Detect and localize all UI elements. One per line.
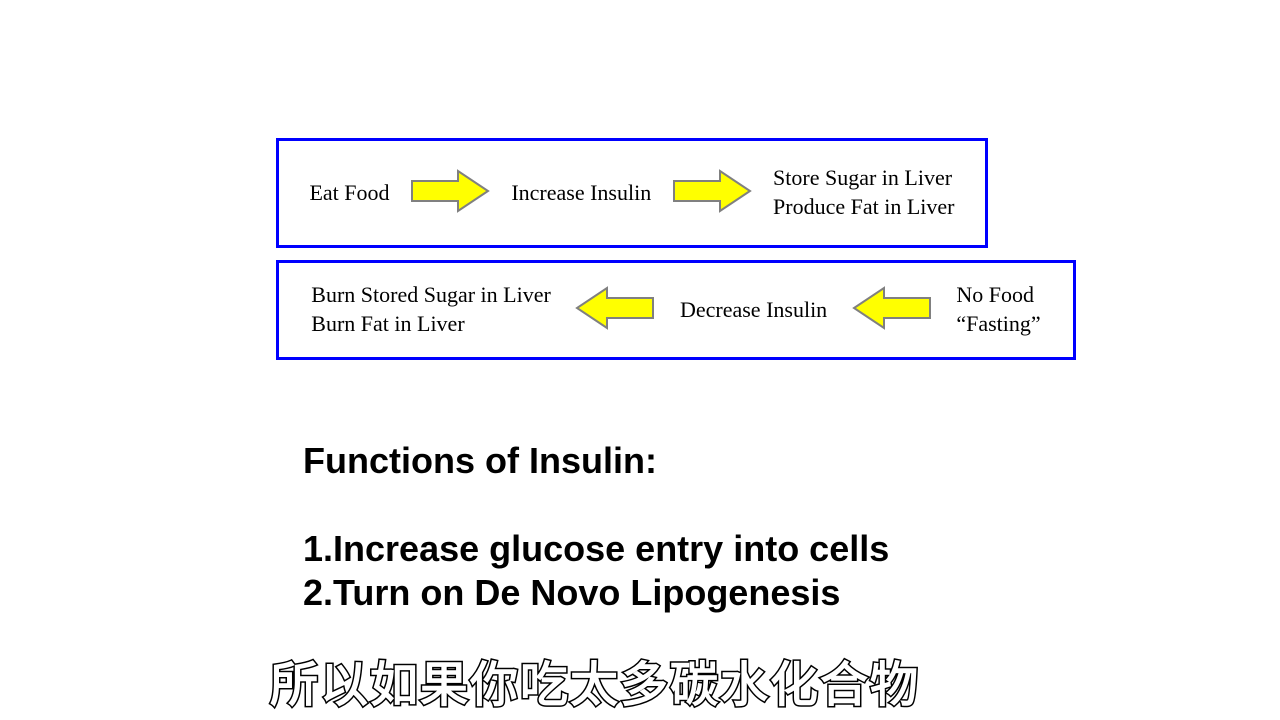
heading-functions: Functions of Insulin: bbox=[303, 440, 657, 482]
arrow-left-icon bbox=[852, 283, 932, 338]
flow-label: Burn Stored Sugar in LiverBurn Fat in Li… bbox=[311, 281, 551, 338]
arrow-right-icon bbox=[672, 166, 752, 221]
flow-box-1: Eat Food Increase Insulin Store Sugar in L… bbox=[276, 138, 988, 248]
flow-label: Increase Insulin bbox=[511, 179, 651, 208]
list-item-2: 2.Turn on De Novo Lipogenesis bbox=[303, 572, 840, 614]
arrow-right-icon bbox=[410, 166, 490, 221]
subtitle-caption: 所以如果你吃太多碳水化合物 bbox=[270, 645, 920, 715]
flow-label: Decrease Insulin bbox=[680, 296, 827, 325]
flow-box-2: Burn Stored Sugar in LiverBurn Fat in Li… bbox=[276, 260, 1076, 360]
list-item-1: 1.Increase glucose entry into cells bbox=[303, 528, 889, 570]
flow-label: No Food“Fasting” bbox=[956, 281, 1040, 338]
flow-label: Eat Food bbox=[309, 179, 389, 208]
arrow-left-icon bbox=[575, 283, 655, 338]
flow-label: Store Sugar in LiverProduce Fat in Liver bbox=[773, 164, 954, 221]
